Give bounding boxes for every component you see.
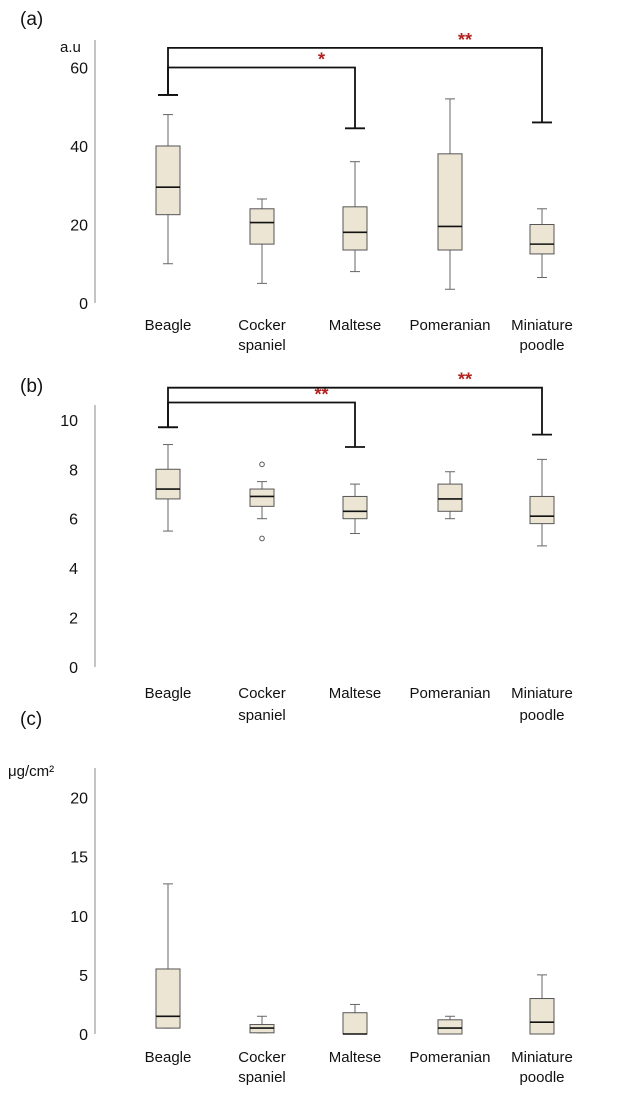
panel-c-tick-label: 10 bbox=[70, 909, 88, 926]
panel-a-category-label: poodle bbox=[519, 337, 564, 354]
panel-b-tick-label: 0 bbox=[69, 660, 78, 677]
panel-c-label: (c) bbox=[20, 709, 42, 730]
panel-a-significance-star: * bbox=[318, 49, 325, 69]
panel-a-tick-label: 60 bbox=[70, 60, 88, 77]
panel-a-category-label: Beagle bbox=[145, 317, 192, 334]
panel-b-outlier-point bbox=[259, 461, 265, 468]
panel-c-box-beagle bbox=[155, 968, 181, 1029]
panel-a-box-pomeranian bbox=[437, 153, 463, 251]
panel-c-box-maltese bbox=[342, 1012, 368, 1035]
panel-b-category-label: spaniel bbox=[238, 707, 286, 724]
panel-b-category-label: Cocker bbox=[238, 685, 286, 702]
panel-c-category-label: poodle bbox=[519, 1069, 564, 1086]
panel-a-unit-label: a.u bbox=[60, 39, 81, 56]
panel-b-box-cocker-spaniel bbox=[249, 488, 275, 507]
panel-c-category-label: spaniel bbox=[238, 1069, 286, 1086]
panel-a-category-label: Pomeranian bbox=[410, 317, 491, 334]
panel-b-tick-label: 6 bbox=[69, 512, 78, 529]
panel-c-category-label: Cocker bbox=[238, 1049, 286, 1066]
panel-b-label: (b) bbox=[20, 376, 43, 397]
panel-b-significance-bracket bbox=[167, 386, 543, 435]
panel-c-tick-label: 5 bbox=[79, 968, 88, 985]
panel-b-significance-bracket bbox=[167, 401, 356, 448]
panel-b-tick-label: 4 bbox=[69, 561, 78, 578]
panel-b-category-label: Maltese bbox=[329, 685, 382, 702]
panel-b-significance-star: ** bbox=[458, 370, 472, 390]
panel-c-category-label: Beagle bbox=[145, 1049, 192, 1066]
panel-b-box-miniature-poodle bbox=[529, 495, 555, 525]
panel-a-significance-star: ** bbox=[458, 30, 472, 50]
panel-c-unit-label: μg/cm² bbox=[8, 763, 54, 780]
panel-b-category-label: Miniature bbox=[511, 685, 573, 702]
panel-b-box-maltese bbox=[342, 495, 368, 520]
panel-b-category-label: Pomeranian bbox=[410, 685, 491, 702]
panel-b-box-beagle bbox=[155, 468, 181, 500]
panel-a-category-label: Miniature bbox=[511, 317, 573, 334]
panel-a-tick-label: 0 bbox=[79, 296, 88, 313]
panel-b-category-label: Beagle bbox=[145, 685, 192, 702]
panel-c-category-label: Miniature bbox=[511, 1049, 573, 1066]
panel-b-significance-star: ** bbox=[314, 385, 328, 405]
panel-c-category-label: Pomeranian bbox=[410, 1049, 491, 1066]
panel-a-category-label: spaniel bbox=[238, 337, 286, 354]
panel-a-box-beagle bbox=[155, 145, 181, 216]
panel-a-box-cocker-spaniel bbox=[249, 208, 275, 245]
panel-a-box-miniature-poodle bbox=[529, 223, 555, 255]
panel-c-category-label: Maltese bbox=[329, 1049, 382, 1066]
panel-c-box-pomeranian bbox=[437, 1019, 463, 1035]
panel-b-category-label: poodle bbox=[519, 707, 564, 724]
panel-c-tick-label: 15 bbox=[70, 850, 88, 867]
panel-a-category-label: Maltese bbox=[329, 317, 382, 334]
panel-a-tick-label: 40 bbox=[70, 139, 88, 156]
panel-a-category-label: Cocker bbox=[238, 317, 286, 334]
panel-c-tick-label: 0 bbox=[79, 1027, 88, 1044]
panel-a-significance-bracket bbox=[167, 46, 543, 123]
panel-b-tick-label: 2 bbox=[69, 611, 78, 628]
panel-b-box-pomeranian bbox=[437, 483, 463, 512]
panel-c-box-miniature-poodle bbox=[529, 998, 555, 1035]
panel-b-tick-label: 8 bbox=[69, 462, 78, 479]
panel-a-label: (a) bbox=[20, 9, 43, 30]
panel-c-tick-label: 20 bbox=[70, 791, 88, 808]
panel-a-significance-bracket bbox=[167, 66, 356, 129]
panel-b-outlier-point bbox=[259, 535, 265, 542]
panel-b-tick-label: 10 bbox=[60, 413, 78, 430]
panel-a-box-maltese bbox=[342, 206, 368, 251]
panel-a-tick-label: 20 bbox=[70, 217, 88, 234]
